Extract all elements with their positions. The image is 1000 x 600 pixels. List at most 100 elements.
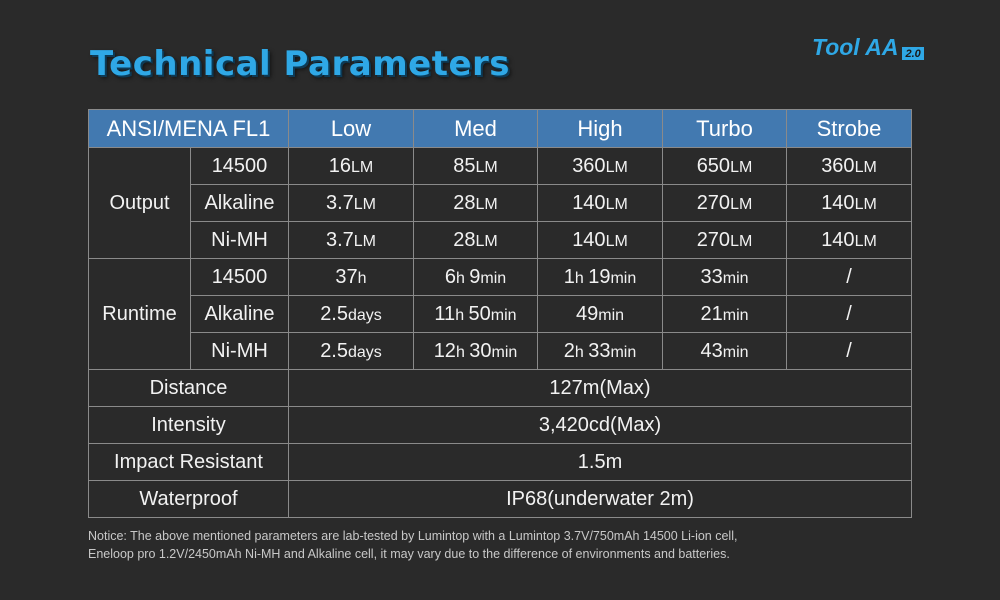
value: 140 — [821, 228, 855, 251]
spec-value: 3,420cd(Max) — [288, 406, 912, 444]
value: 33 — [700, 265, 723, 288]
spec-value: IP68(underwater 2m) — [288, 480, 912, 518]
value: 650 — [696, 154, 731, 177]
notice-text: Notice: The above mentioned parameters a… — [88, 527, 948, 563]
battery-type: Alkaline — [190, 184, 289, 222]
output-row: Alkaline 3.7LM 28LM 140LM 270LM 140LM — [89, 184, 912, 222]
battery-type: 14500 — [190, 147, 289, 185]
runtime-value-cell: 2h 33min — [537, 332, 663, 370]
output-value-cell: 140LM — [537, 221, 663, 259]
runtime-value-cell: 12h 30min — [413, 332, 538, 370]
value: 1 — [563, 265, 575, 288]
value: 85 — [453, 154, 476, 177]
runtime-value-cell: / — [786, 295, 912, 333]
unit: LM — [854, 158, 877, 176]
unit: days — [348, 306, 382, 324]
value: 2 — [563, 339, 575, 362]
value: 9 — [469, 265, 481, 288]
battery-type: Ni-MH — [190, 332, 289, 370]
output-value-cell: 360LM — [786, 147, 912, 185]
value: 12 — [433, 339, 456, 362]
unit: min — [598, 306, 625, 324]
spec-row: Intensity 3,420cd(Max) — [88, 406, 912, 444]
value: 6 — [444, 265, 456, 288]
value: 37 — [335, 265, 358, 288]
unit: min — [491, 343, 518, 361]
unit: LM — [475, 232, 498, 250]
runtime-value-cell: 6h 9min — [413, 258, 538, 296]
brand-logo: Tool AA 2.0 — [812, 34, 924, 61]
value: 270 — [696, 228, 731, 251]
unit: min — [490, 306, 517, 324]
spec-label: Distance — [88, 369, 289, 407]
value: 140 — [821, 191, 855, 214]
unit: LM — [353, 195, 377, 213]
unit: LM — [353, 232, 377, 250]
unit: LM — [605, 158, 628, 176]
output-value-cell: 650LM — [662, 147, 787, 185]
value: 28 — [453, 228, 476, 251]
unit: LM — [475, 195, 498, 213]
value: 140 — [572, 228, 606, 251]
value: 2.5 — [320, 339, 348, 362]
runtime-value-cell: / — [786, 332, 912, 370]
unit: LM — [351, 158, 374, 176]
runtime-value-cell: 37h — [288, 258, 414, 296]
brand-name: Tool AA — [812, 34, 899, 60]
runtime-row: Alkaline 2.5days 11h 50min 49min 21min / — [89, 295, 912, 333]
unit: LM — [854, 195, 877, 213]
output-row: Ni-MH 3.7LM 28LM 140LM 270LM 140LM — [89, 221, 912, 259]
header-mode: Med — [413, 109, 538, 148]
spec-row: Distance 127m(Max) — [88, 369, 912, 407]
runtime-value-cell: 2.5days — [288, 332, 414, 370]
value: / — [846, 339, 852, 362]
unit: h — [357, 269, 367, 287]
output-value-cell: 28LM — [413, 184, 538, 222]
spec-label: Impact Resistant — [88, 443, 289, 481]
page-title: Technical Parameters — [90, 44, 511, 84]
value: / — [846, 302, 852, 325]
runtime-row: Ni-MH 2.5days 12h 30min 2h 33min 43min / — [89, 332, 912, 370]
value: 11 — [434, 302, 456, 325]
runtime-value-cell: 1h 19min — [537, 258, 663, 296]
notice-line: Eneloop pro 1.2V/2450mAh Ni-MH and Alkal… — [88, 547, 730, 561]
runtime-row: Runtime 14500 37h 6h 9min 1h 19min 33min / — [88, 258, 912, 370]
unit: min — [610, 269, 637, 287]
notice-line: Notice: The above mentioned parameters a… — [88, 529, 738, 543]
unit: h — [574, 269, 589, 287]
spec-row: Waterproof IP68(underwater 2m) — [88, 480, 912, 518]
unit: h — [455, 343, 470, 361]
value: 140 — [572, 191, 606, 214]
header-row: ANSI/MENA FL1 Low Med High Turbo Strobe — [88, 109, 912, 148]
spec-value: 1.5m — [288, 443, 912, 481]
header-mode: Low — [288, 109, 414, 148]
output-value-cell: 270LM — [662, 184, 787, 222]
spec-label: Waterproof — [88, 480, 289, 518]
value: 33 — [588, 339, 611, 362]
runtime-value-cell: 11h 50min — [413, 295, 538, 333]
runtime-value-cell: 2.5days — [288, 295, 414, 333]
output-value-cell: 28LM — [413, 221, 538, 259]
output-group-label: Output — [88, 147, 191, 259]
unit: LM — [854, 232, 877, 250]
output-row: Output 14500 16LM 85LM 360LM 650LM 360LM — [88, 147, 912, 259]
spec-value: 127m(Max) — [288, 369, 912, 407]
value: 30 — [469, 339, 492, 362]
value: 50 — [468, 302, 491, 325]
output-value-cell: 140LM — [786, 221, 912, 259]
runtime-group-label: Runtime — [88, 258, 191, 370]
unit: h — [455, 306, 469, 324]
header-mode: Strobe — [786, 109, 912, 148]
unit: LM — [730, 195, 753, 213]
spec-row: Impact Resistant 1.5m — [88, 443, 912, 481]
value: 360 — [821, 154, 855, 177]
output-value-cell: 85LM — [413, 147, 538, 185]
output-value-cell: 16LM — [288, 147, 414, 185]
unit: LM — [730, 232, 753, 250]
value: 16 — [328, 154, 351, 177]
header-mode: High — [537, 109, 663, 148]
unit: min — [480, 269, 507, 287]
runtime-value-cell: 21min — [662, 295, 787, 333]
header-mode: Turbo — [662, 109, 787, 148]
runtime-value-cell: 49min — [537, 295, 663, 333]
